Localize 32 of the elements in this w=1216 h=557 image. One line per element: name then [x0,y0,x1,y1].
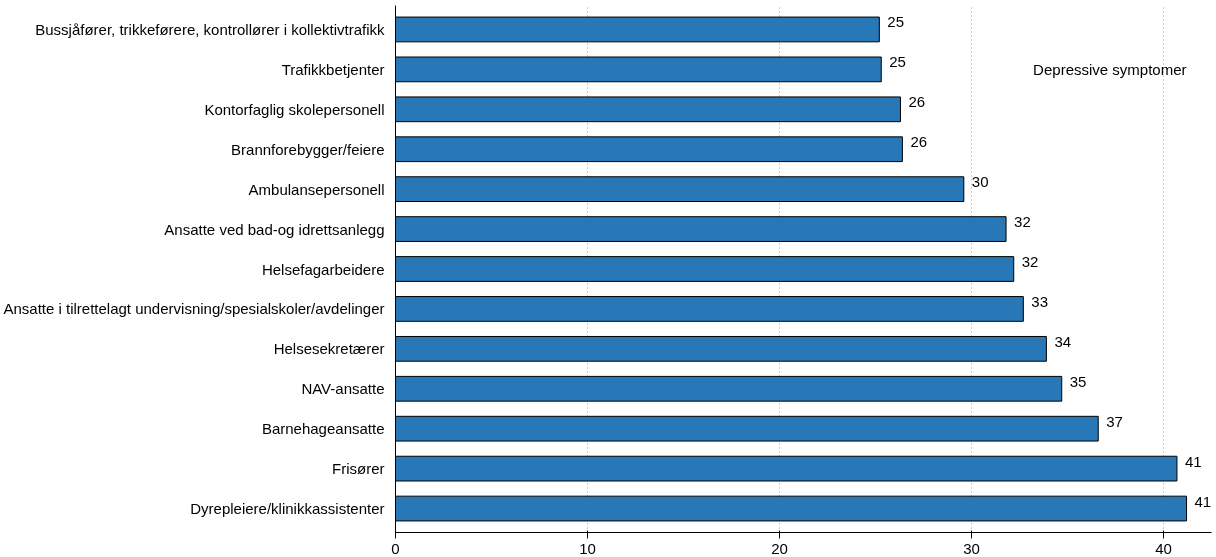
data-label: 37 [1106,412,1123,430]
data-label: 30 [971,173,989,191]
y-tick-label: Brannforebygger/feiere [231,140,385,158]
y-tick-label: Ansatte i tilrettelagt undervisning/spesialskoler/avdelinger [3,300,385,318]
x-tick-label: 40 [1155,539,1172,557]
data-label: 34 [1054,332,1072,350]
data-label: 32 [1014,213,1031,231]
y-tick-label: Ansatte ved bad-og idrettsanlegg [164,220,385,238]
y-tick-label: Bussjåfører, trikkeførere, kontrollører i kollektivtrafikk [35,20,385,38]
data-label: 25 [887,13,905,31]
annotation: Depressive symptomer [1033,60,1187,78]
data-label: 26 [910,133,928,151]
data-label: 32 [1021,253,1039,270]
data-label: 41 [1184,452,1202,470]
x-tick-label: 30 [963,539,980,557]
data-label: 41 [1194,492,1212,510]
x-tick-label: 10 [579,539,596,557]
y-tick-label: Frisører [332,460,385,478]
y-tick-label: Helsefagarbeidere [261,260,385,278]
y-tick-label: Kontorfaglig skolepersonell [204,100,385,118]
data-label: 33 [1031,292,1049,310]
data-label: 35 [1069,372,1087,390]
x-tick-label: 0 [391,539,400,557]
y-tick-label: Trafikkbetjenter [281,60,385,78]
data-label: 26 [908,93,926,111]
x-tick-label: 20 [771,539,788,557]
y-tick-label: Dyrepleiere/klinikkassistenter [190,500,385,518]
y-tick-label: Helsesekretærer [273,340,385,358]
y-tick-label: Ambulansepersonell [248,180,385,198]
y-tick-label: NAV-ansatte [301,380,385,398]
data-label: 25 [889,53,906,71]
y-tick-label: Barnehageansatte [261,420,385,438]
